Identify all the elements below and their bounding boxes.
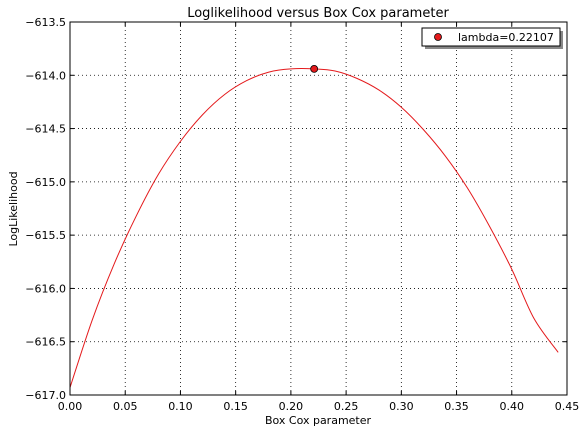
y-tick-label: −616.5 [25,336,66,349]
x-tick-label: 0.00 [58,400,83,413]
x-tick-label: 0.45 [555,400,580,413]
y-tick-label: −615.5 [25,229,66,242]
legend-box [421,27,561,47]
legend: lambda=0.22107 [421,27,563,49]
ticks-layer: 0.00 0.05 0.10 0.15 0.20 0.25 0.30 0.35 0.40 0.45… [25,16,579,413]
x-tick-label: 0.40 [500,400,525,413]
plot-frame [69,21,568,396]
y-tick-label: −616.0 [25,282,66,295]
y-tick-label: −613.5 [25,16,66,29]
y-tick-label: −617.0 [25,389,66,402]
x-tick-label: 0.05 [113,400,138,413]
y-tick-label: −614.0 [25,69,66,82]
x-tick-label: 0.15 [223,400,248,413]
x-axis-label: Box Cox parameter [265,414,372,427]
legend-marker [434,33,442,41]
x-tick-label: 0.35 [444,400,469,413]
x-tick-label: 0.10 [168,400,193,413]
y-tick-label: −615.0 [25,176,66,189]
x-tick-label: 0.20 [279,400,304,413]
chart-title: Loglikelihood versus Box Cox parameter [187,6,449,21]
x-tick-label: 0.30 [389,400,414,413]
y-axis-label: LogLikelihood [7,171,20,246]
grid [70,22,567,395]
legend-label: lambda=0.22107 [458,31,554,44]
marker-layer [310,64,319,73]
x-tick-label: 0.25 [334,400,359,413]
lambda-point [310,64,319,73]
y-tick-label: −614.5 [25,123,66,136]
